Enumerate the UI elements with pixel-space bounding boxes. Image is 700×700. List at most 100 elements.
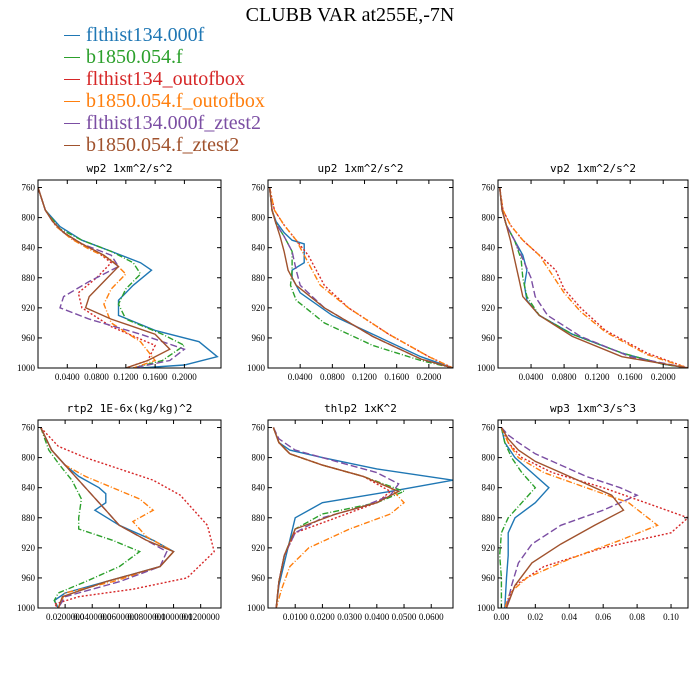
panel-frame <box>267 419 454 609</box>
y-tick-label: 840 <box>22 483 36 493</box>
series-line <box>38 187 186 368</box>
x-tick-label: 0.2000 <box>651 372 676 382</box>
y-tick-label: 920 <box>22 303 36 313</box>
legend-label: b1850.054.f <box>86 46 183 68</box>
legend-swatch <box>64 144 80 146</box>
y-tick-label: 840 <box>252 483 266 493</box>
legend-item: flthist134.000f_ztest2 <box>64 112 265 134</box>
series-line <box>40 427 142 608</box>
y-tick-label: 960 <box>252 573 266 583</box>
chart-panel: wp2 1xm^2/s^2 760 800 840 880 920 960 1000 0.040… <box>17 162 222 382</box>
y-tick-label: 960 <box>22 333 36 343</box>
y-tick-label: 880 <box>482 273 496 283</box>
y-tick-label: 760 <box>22 423 36 433</box>
series-line <box>499 187 688 368</box>
y-tick-label: 880 <box>252 513 266 523</box>
series-line <box>38 187 157 368</box>
series-line <box>499 187 688 368</box>
series-line <box>499 187 688 368</box>
series-line <box>40 427 215 608</box>
x-tick-label: 0.1200 <box>352 372 377 382</box>
x-tick-label: 0.0200 <box>310 612 335 622</box>
series-line <box>498 427 537 608</box>
y-tick-label: 840 <box>482 243 496 253</box>
series-line <box>499 187 688 368</box>
series-line <box>272 427 453 608</box>
chart-panel: rtp2 1E-6x(kg/kg)^2 760 800 840 880 920 960 100… <box>17 402 222 622</box>
y-tick-label: 920 <box>482 303 496 313</box>
x-tick-label: 0.0600 <box>419 612 444 622</box>
legend-item: b1850.054.f <box>64 46 265 68</box>
y-tick-label: 960 <box>22 573 36 583</box>
y-tick-label: 920 <box>252 303 266 313</box>
y-tick-label: 1000 <box>17 603 36 613</box>
panel-frame <box>267 179 454 369</box>
legend: flthist134.000f b1850.054.f flthist134_o… <box>64 24 265 156</box>
panel-title: thlp2 1xK^2 <box>324 402 397 415</box>
series-line <box>499 187 688 368</box>
series-line <box>268 187 453 368</box>
x-tick-label: 0.06 <box>595 612 611 622</box>
x-tick-label: 0.10 <box>663 612 679 622</box>
series-line <box>40 427 175 608</box>
panel-title: wp3 1xm^3/s^3 <box>550 402 636 415</box>
legend-swatch <box>64 100 80 102</box>
series-line <box>38 187 219 368</box>
legend-label: b1850.054.f_outofbox <box>86 90 265 112</box>
panel-title: vp2 1xm^2/s^2 <box>550 162 636 175</box>
x-tick-label: 0.0400 <box>364 612 389 622</box>
y-tick-label: 760 <box>252 183 266 193</box>
legend-swatch <box>64 56 80 58</box>
y-tick-label: 760 <box>252 423 266 433</box>
x-tick-label: 0.1200 <box>585 372 610 382</box>
x-tick-label: 0.1200 <box>113 372 138 382</box>
x-tick-label: 0.0800000 <box>127 612 166 622</box>
panel-frame <box>37 419 222 609</box>
chart-panel: wp3 1xm^3/s^3 760 800 840 880 920 960 10000.00 0… <box>477 402 689 622</box>
x-tick-label: 0.02 <box>527 612 543 622</box>
y-tick-label: 960 <box>482 333 496 343</box>
y-tick-label: 880 <box>22 273 36 283</box>
series-line <box>500 427 688 608</box>
legend-item: b1850.054.f_outofbox <box>64 90 265 112</box>
x-tick-label: 0.0500 <box>392 612 417 622</box>
x-tick-label: 0.1600 <box>384 372 409 382</box>
page-title: CLUBB VAR at255E,-7N <box>245 4 455 26</box>
series-line <box>499 187 688 368</box>
y-tick-label: 760 <box>22 183 36 193</box>
x-tick-label: 0.04 <box>561 612 577 622</box>
x-tick-label: 0.0400 <box>288 372 313 382</box>
y-tick-label: 800 <box>22 213 36 223</box>
x-tick-label: 0.0100 <box>283 612 308 622</box>
x-tick-label: 0.0600000 <box>100 612 139 622</box>
series-line <box>268 187 453 368</box>
y-tick-label: 920 <box>22 543 36 553</box>
chart-panel: vp2 1xm^2/s^2 760 800 840 880 920 960 1000 0.040… <box>477 162 689 382</box>
panel-title: up2 1xm^2/s^2 <box>317 162 403 175</box>
series-line <box>272 427 406 608</box>
series-line <box>38 187 157 368</box>
y-tick-label: 880 <box>252 273 266 283</box>
x-tick-label: 0.1600 <box>618 372 643 382</box>
legend-item: b1850.054.f_ztest2 <box>64 134 265 156</box>
y-tick-label: 800 <box>482 453 496 463</box>
x-tick-label: 0.0200000 <box>46 612 85 622</box>
x-tick-label: 0.0800 <box>552 372 577 382</box>
x-tick-label: 0.0800 <box>320 372 345 382</box>
y-tick-label: 760 <box>482 423 496 433</box>
legend-swatch <box>64 122 80 124</box>
legend-item: flthist134.000f <box>64 24 265 46</box>
series-line <box>40 427 175 608</box>
y-tick-label: 840 <box>22 243 36 253</box>
x-tick-label: 0.00 <box>494 612 510 622</box>
legend-label: flthist134_outofbox <box>86 68 245 90</box>
series-line <box>500 427 659 608</box>
series-line <box>38 187 171 368</box>
y-tick-label: 960 <box>252 333 266 343</box>
legend-label: flthist134.000f <box>86 24 205 46</box>
y-tick-label: 880 <box>22 513 36 523</box>
y-tick-label: 880 <box>482 513 496 523</box>
x-tick-label: 0.0400 <box>519 372 544 382</box>
